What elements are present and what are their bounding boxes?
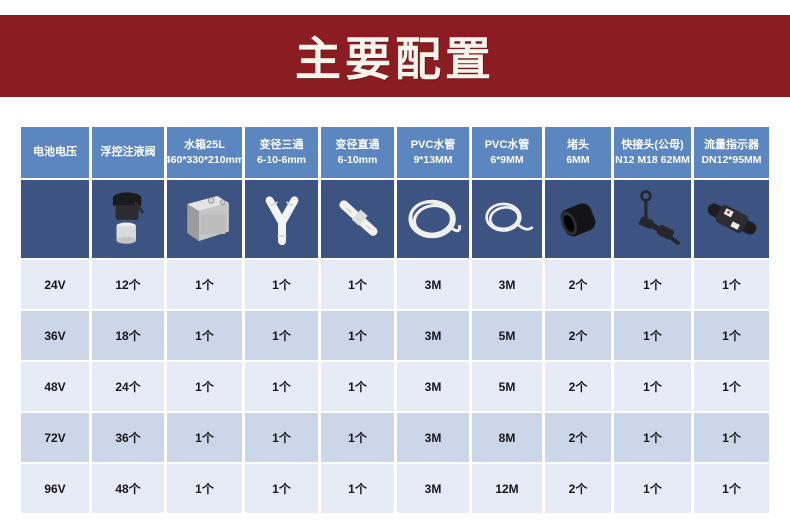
reducing-tee-image xyxy=(245,180,318,258)
column-header: 水箱25L 460*330*210mm xyxy=(164,127,245,178)
table-row: 96V 48个 1个 1个 1个 3M 12M 2个 1个 1个 xyxy=(21,464,769,513)
column-spec: 9*13MM xyxy=(413,153,453,166)
voltage-cell: 72V xyxy=(21,413,89,462)
quantity-cell: 1个 xyxy=(321,362,394,411)
quantity-cell: 1个 xyxy=(245,413,318,462)
pvc-tube-coil-small-image xyxy=(472,180,542,258)
float-valve-image xyxy=(92,180,164,258)
column-header: 流量指示器 DN12*95MM xyxy=(694,127,769,178)
quantity-cell: 1个 xyxy=(614,260,691,309)
column-spec: DN12*95MM xyxy=(701,153,762,166)
quantity-cell: 1个 xyxy=(614,311,691,360)
plug-image xyxy=(545,180,611,258)
quantity-cell: 2个 xyxy=(545,362,611,411)
quantity-cell: 1个 xyxy=(694,311,769,360)
quantity-cell: 1个 xyxy=(167,362,242,411)
quantity-cell: 1个 xyxy=(321,260,394,309)
column-title: PVC水管 xyxy=(484,138,530,151)
quantity-cell: 1个 xyxy=(614,413,691,462)
column-title: 浮控注液阀 xyxy=(100,146,156,159)
column-title: 快接头(公母) xyxy=(621,138,684,151)
column-title: 堵头 xyxy=(567,138,589,151)
quantity-cell: 2个 xyxy=(545,311,611,360)
quantity-cell: 18个 xyxy=(92,311,164,360)
column-title: PVC水管 xyxy=(410,138,456,151)
quantity-cell: 1个 xyxy=(694,464,769,513)
quantity-cell: 1个 xyxy=(694,362,769,411)
column-spec: 460*330*210mm xyxy=(164,153,245,166)
voltage-cell: 48V xyxy=(21,362,89,411)
column-header: 变径直通 6-10mm xyxy=(321,127,394,178)
table-header-row: 电池电压 浮控注液阀 水箱25L 460*330*210mm 变径三通 6-10-6mm 变… xyxy=(21,127,769,178)
column-header: 堵头 6MM xyxy=(545,127,611,178)
column-spec: 6*9MM xyxy=(490,153,524,166)
column-title: 电池电压 xyxy=(33,146,77,159)
column-header: PVC水管 9*13MM xyxy=(397,127,469,178)
quantity-cell: 3M xyxy=(397,362,469,411)
product-image-row xyxy=(21,180,769,258)
column-header: PVC水管 6*9MM xyxy=(472,127,542,178)
quantity-cell: 1个 xyxy=(694,413,769,462)
quantity-cell: 12个 xyxy=(92,260,164,309)
quantity-cell: 24个 xyxy=(92,362,164,411)
quantity-cell: 3M xyxy=(397,413,469,462)
page-title: 主要配置 xyxy=(295,33,495,85)
voltage-cell: 96V xyxy=(21,464,89,513)
voltage-cell: 24V xyxy=(21,260,89,309)
table-row: 24V 12个 1个 1个 1个 3M 3M 2个 1个 1个 xyxy=(21,260,769,309)
quantity-cell: 1个 xyxy=(167,311,242,360)
quantity-cell: 5M xyxy=(472,362,542,411)
quantity-cell: 8M xyxy=(472,413,542,462)
quantity-cell: 1个 xyxy=(321,464,394,513)
quantity-cell: 36个 xyxy=(92,413,164,462)
config-table: 电池电压 浮控注液阀 水箱25L 460*330*210mm 变径三通 6-10-6mm 变… xyxy=(21,127,769,513)
quantity-cell: 1个 xyxy=(321,413,394,462)
title-banner: 主要配置 xyxy=(0,15,790,97)
quantity-cell: 1个 xyxy=(694,260,769,309)
column-header: 快接头(公母) N12 M18 62MM xyxy=(614,127,691,178)
quantity-cell: 3M xyxy=(472,260,542,309)
column-spec: 6MM xyxy=(566,153,590,166)
quantity-cell: 2个 xyxy=(545,464,611,513)
column-title: 水箱25L xyxy=(184,138,225,151)
quantity-cell: 3M xyxy=(397,464,469,513)
quantity-cell: 48个 xyxy=(92,464,164,513)
table-row: 48V 24个 1个 1个 1个 3M 5M 2个 1个 1个 xyxy=(21,362,769,411)
quantity-cell: 2个 xyxy=(545,413,611,462)
column-spec: 6-10-6mm xyxy=(256,153,307,166)
quantity-cell: 1个 xyxy=(167,413,242,462)
quick-connector-image xyxy=(614,180,691,258)
quantity-cell: 2个 xyxy=(545,260,611,309)
flow-indicator-image xyxy=(694,180,769,258)
quantity-cell: 1个 xyxy=(167,260,242,309)
column-header: 电池电压 xyxy=(21,127,89,178)
straight-connector-image xyxy=(321,180,394,258)
empty-image-cell xyxy=(21,180,89,258)
column-header: 浮控注液阀 xyxy=(92,127,164,178)
column-title: 变径三通 xyxy=(259,138,304,151)
quantity-cell: 12M xyxy=(472,464,542,513)
quantity-cell: 1个 xyxy=(245,311,318,360)
water-tank-image xyxy=(167,180,242,258)
table-row: 36V 18个 1个 1个 1个 3M 5M 2个 1个 1个 xyxy=(21,311,769,360)
voltage-cell: 36V xyxy=(21,311,89,360)
quantity-cell: 5M xyxy=(472,311,542,360)
column-header: 变径三通 6-10-6mm xyxy=(245,127,318,178)
quantity-cell: 1个 xyxy=(614,362,691,411)
quantity-cell: 1个 xyxy=(245,362,318,411)
quantity-cell: 3M xyxy=(397,311,469,360)
pvc-tube-coil-large-image xyxy=(397,180,469,258)
quantity-cell: 1个 xyxy=(614,464,691,513)
quantity-cell: 1个 xyxy=(321,311,394,360)
column-title: 流量指示器 xyxy=(704,138,759,151)
table-row: 72V 36个 1个 1个 1个 3M 8M 2个 1个 1个 xyxy=(21,413,769,462)
quantity-cell: 1个 xyxy=(245,464,318,513)
quantity-cell: 1个 xyxy=(245,260,318,309)
quantity-cell: 1个 xyxy=(167,464,242,513)
column-title: 变径直通 xyxy=(335,138,380,151)
column-spec: 6-10mm xyxy=(337,153,378,166)
quantity-cell: 3M xyxy=(397,260,469,309)
column-spec: N12 M18 62MM xyxy=(615,153,690,166)
